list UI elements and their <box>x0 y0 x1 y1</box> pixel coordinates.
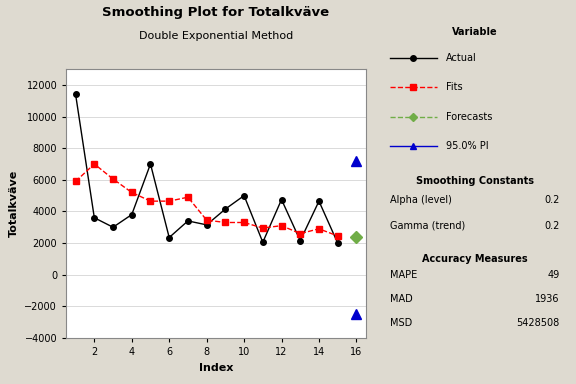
Text: Double Exponential Method: Double Exponential Method <box>139 31 293 41</box>
Text: 95.0% PI: 95.0% PI <box>446 141 489 151</box>
Text: Forecasts: Forecasts <box>446 111 492 121</box>
Text: MAPE: MAPE <box>389 270 417 280</box>
Text: Smoothing Plot for Totalkväve: Smoothing Plot for Totalkväve <box>103 6 329 19</box>
Text: 5428508: 5428508 <box>517 318 560 328</box>
Text: Accuracy Measures: Accuracy Measures <box>422 254 528 264</box>
Text: 0.2: 0.2 <box>544 221 560 231</box>
Text: Fits: Fits <box>446 82 463 92</box>
Text: 49: 49 <box>547 270 560 280</box>
Y-axis label: Totalkväve: Totalkväve <box>9 170 19 237</box>
Text: Alpha (level): Alpha (level) <box>389 195 452 205</box>
Text: 1936: 1936 <box>535 294 560 304</box>
Text: Gamma (trend): Gamma (trend) <box>389 221 465 231</box>
Text: MAD: MAD <box>389 294 412 304</box>
Text: 0.2: 0.2 <box>544 195 560 205</box>
Text: MSD: MSD <box>389 318 412 328</box>
Text: Smoothing Constants: Smoothing Constants <box>416 176 533 186</box>
X-axis label: Index: Index <box>199 362 233 372</box>
Text: Actual: Actual <box>446 53 477 63</box>
Text: Variable: Variable <box>452 28 498 38</box>
